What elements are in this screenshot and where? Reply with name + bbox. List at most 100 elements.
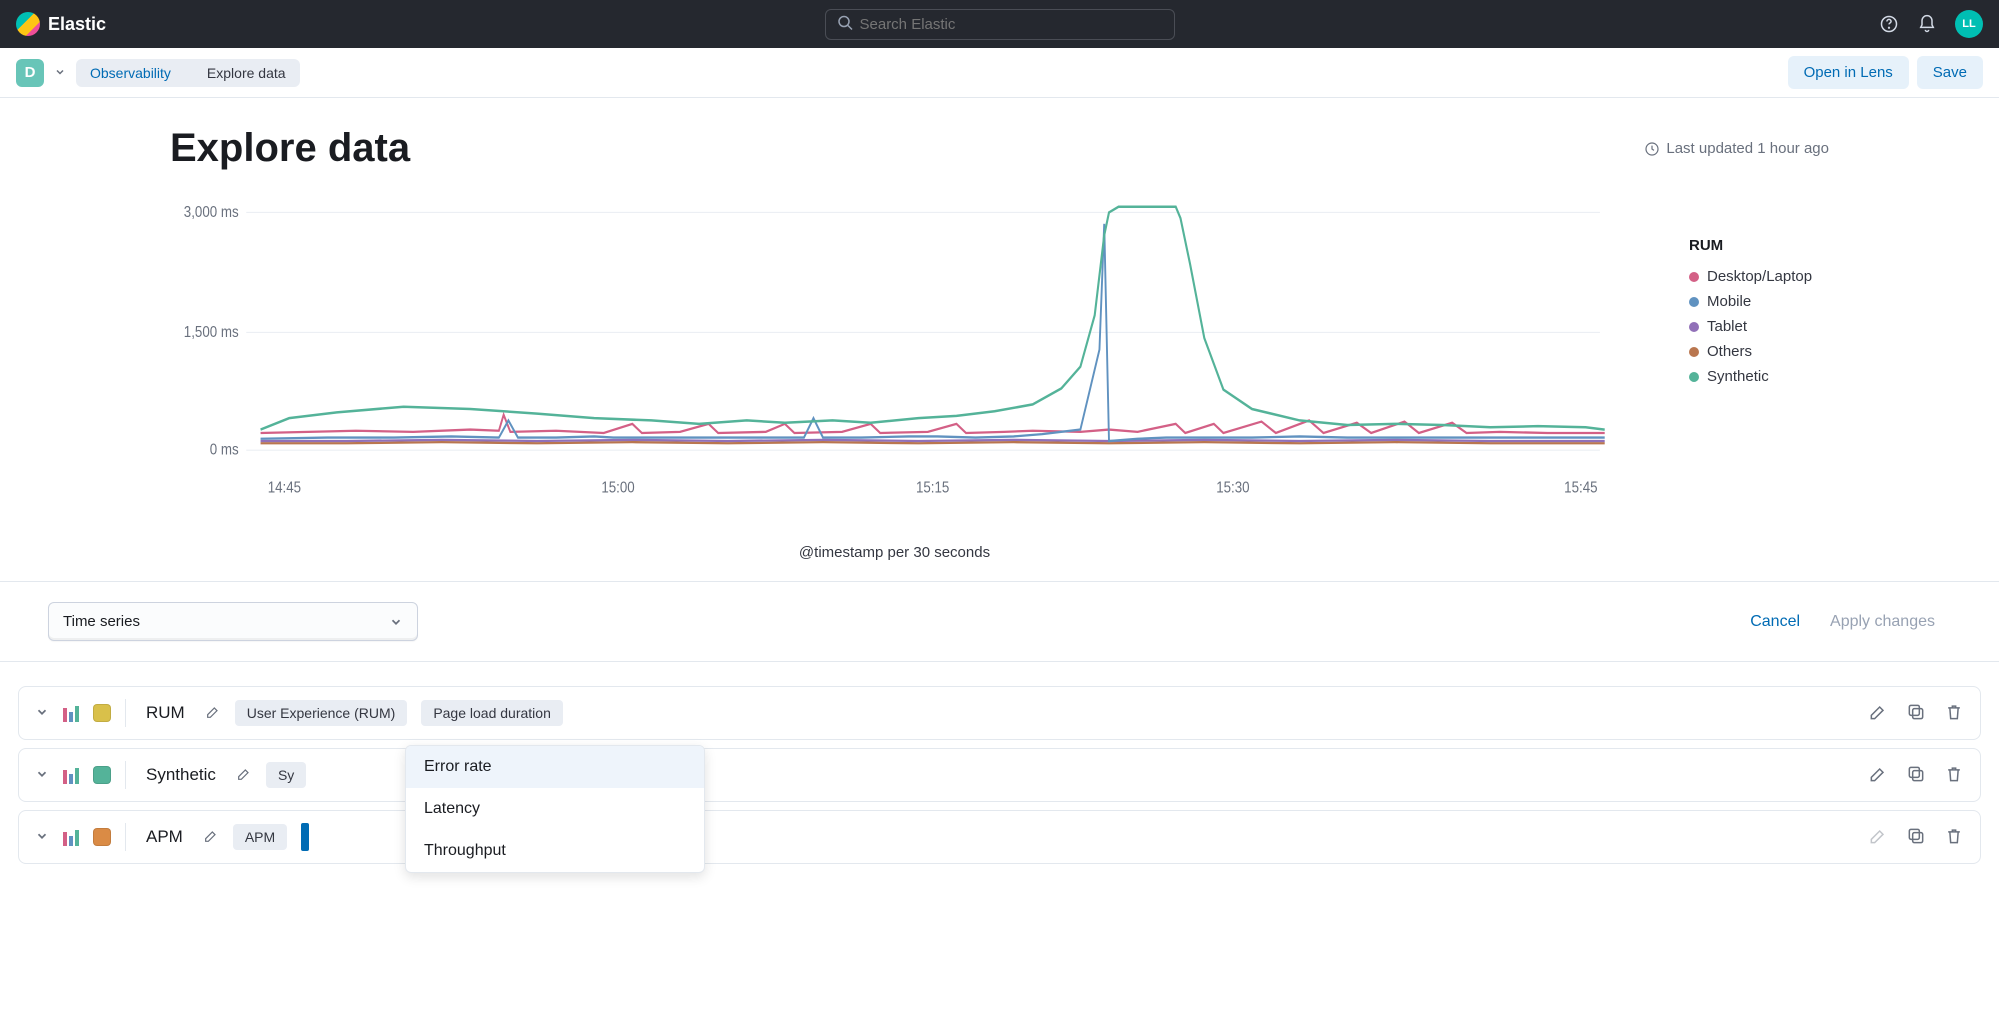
dropdown-option[interactable]: Error rate [406, 746, 704, 788]
cancel-button[interactable]: Cancel [1750, 613, 1800, 631]
legend-item[interactable]: Desktop/Laptop [1689, 264, 1829, 289]
expand-toggle[interactable] [35, 705, 49, 722]
breadcrumb-parent[interactable]: Observability [76, 59, 185, 87]
page-title: Explore data [170, 126, 410, 171]
legend-label: Desktop/Laptop [1707, 268, 1812, 285]
series-row: APM APM [18, 810, 1981, 864]
series-row: RUM User Experience (RUM) Page load dura… [18, 686, 1981, 740]
chart-canvas: 3,000 ms 1,500 ms 0 ms 14:45 15:00 15:15… [170, 201, 1619, 521]
expand-toggle[interactable] [35, 829, 49, 846]
search-icon [837, 15, 853, 34]
legend-title: RUM [1689, 237, 1829, 254]
series-row-actions [1868, 826, 1964, 849]
help-icon[interactable] [1879, 14, 1899, 34]
edit-icon [1868, 826, 1888, 849]
dropdown-option[interactable]: Throughput [406, 830, 704, 872]
main-content: Explore data Last updated 1 hour ago 3,0… [0, 98, 1999, 581]
series-tag[interactable]: Page load duration [421, 700, 563, 726]
legend-label: Others [1707, 343, 1752, 360]
edit-icon[interactable] [1868, 702, 1888, 725]
legend-item[interactable]: Others [1689, 339, 1829, 364]
last-updated-text: Last updated 1 hour ago [1666, 140, 1829, 157]
series-tag[interactable]: Sy [266, 762, 306, 788]
save-button[interactable]: Save [1917, 56, 1983, 89]
edit-name-icon[interactable] [205, 704, 221, 723]
controls-row: Time series Cancel Apply changes [0, 581, 1999, 661]
chart-type-icon[interactable] [63, 828, 79, 846]
global-header: Elastic LL [0, 0, 1999, 48]
divider [125, 699, 126, 727]
header-actions: LL [1879, 10, 1983, 38]
viz-type-value: Time series [63, 613, 140, 630]
elastic-logo-icon [16, 12, 40, 36]
legend-dot-icon [1689, 322, 1699, 332]
brand-name: Elastic [48, 14, 106, 35]
series-name: RUM [140, 703, 191, 723]
svg-text:0 ms: 0 ms [210, 442, 239, 459]
series-name: Synthetic [140, 765, 222, 785]
series-row: Synthetic Sy ition Error rate Latency Th… [18, 748, 1981, 802]
legend-label: Synthetic [1707, 368, 1769, 385]
series-tag[interactable]: User Experience (RUM) [235, 700, 408, 726]
sub-header: D Observability Explore data Open in Len… [0, 48, 1999, 98]
legend-dot-icon [1689, 347, 1699, 357]
legend-item[interactable]: Synthetic [1689, 364, 1829, 389]
copy-icon[interactable] [1906, 702, 1926, 725]
apply-changes-button[interactable]: Apply changes [1814, 605, 1951, 639]
legend-label: Tablet [1707, 318, 1747, 335]
series-row-actions [1868, 702, 1964, 725]
space-selector[interactable]: D [16, 59, 44, 87]
legend-label: Mobile [1707, 293, 1751, 310]
svg-text:15:30: 15:30 [1216, 479, 1249, 496]
legend-item[interactable]: Mobile [1689, 289, 1829, 314]
edit-name-icon[interactable] [236, 766, 252, 785]
svg-text:1,500 ms: 1,500 ms [184, 324, 239, 341]
divider [125, 823, 126, 851]
svg-text:15:45: 15:45 [1564, 479, 1597, 496]
clock-icon [1644, 141, 1660, 157]
chart-type-icon[interactable] [63, 766, 79, 784]
series-list: RUM User Experience (RUM) Page load dura… [0, 661, 1999, 892]
divider [125, 761, 126, 789]
series-color-swatch[interactable] [93, 828, 111, 846]
legend-dot-icon [1689, 372, 1699, 382]
dropdown-option[interactable]: Latency [406, 788, 704, 830]
last-updated: Last updated 1 hour ago [1644, 140, 1829, 157]
delete-icon[interactable] [1944, 826, 1964, 849]
series-color-swatch[interactable] [93, 704, 111, 722]
edit-name-icon[interactable] [203, 828, 219, 847]
chevron-down-icon [389, 615, 403, 629]
svg-text:15:00: 15:00 [601, 479, 634, 496]
chart-type-icon[interactable] [63, 704, 79, 722]
user-avatar[interactable]: LL [1955, 10, 1983, 38]
edit-icon[interactable] [1868, 764, 1888, 787]
svg-text:3,000 ms: 3,000 ms [184, 204, 239, 221]
metric-dropdown: Error rate Latency Throughput [405, 745, 705, 873]
breadcrumb: Observability Explore data [76, 59, 300, 87]
x-axis-caption: @timestamp per 30 seconds [170, 544, 1619, 561]
legend-dot-icon [1689, 297, 1699, 307]
search-input[interactable] [825, 9, 1175, 40]
legend-item[interactable]: Tablet [1689, 314, 1829, 339]
global-search [825, 9, 1175, 40]
chart-legend: RUM Desktop/Laptop Mobile Tablet Others Synt… [1619, 201, 1829, 561]
copy-icon[interactable] [1906, 764, 1926, 787]
svg-text:14:45: 14:45 [268, 479, 301, 496]
copy-icon[interactable] [1906, 826, 1926, 849]
svg-text:15:15: 15:15 [916, 479, 949, 496]
selected-indicator [301, 823, 309, 851]
series-name: APM [140, 827, 189, 847]
breadcrumb-current: Explore data [185, 59, 300, 87]
series-row-actions [1868, 764, 1964, 787]
open-in-lens-button[interactable]: Open in Lens [1788, 56, 1909, 89]
delete-icon[interactable] [1944, 702, 1964, 725]
delete-icon[interactable] [1944, 764, 1964, 787]
legend-dot-icon [1689, 272, 1699, 282]
series-tag[interactable]: APM [233, 824, 287, 850]
chevron-down-icon[interactable] [54, 65, 66, 81]
brand-area[interactable]: Elastic [16, 12, 106, 36]
notifications-icon[interactable] [1917, 14, 1937, 34]
series-color-swatch[interactable] [93, 766, 111, 784]
expand-toggle[interactable] [35, 767, 49, 784]
viz-type-select[interactable]: Time series [48, 602, 418, 641]
